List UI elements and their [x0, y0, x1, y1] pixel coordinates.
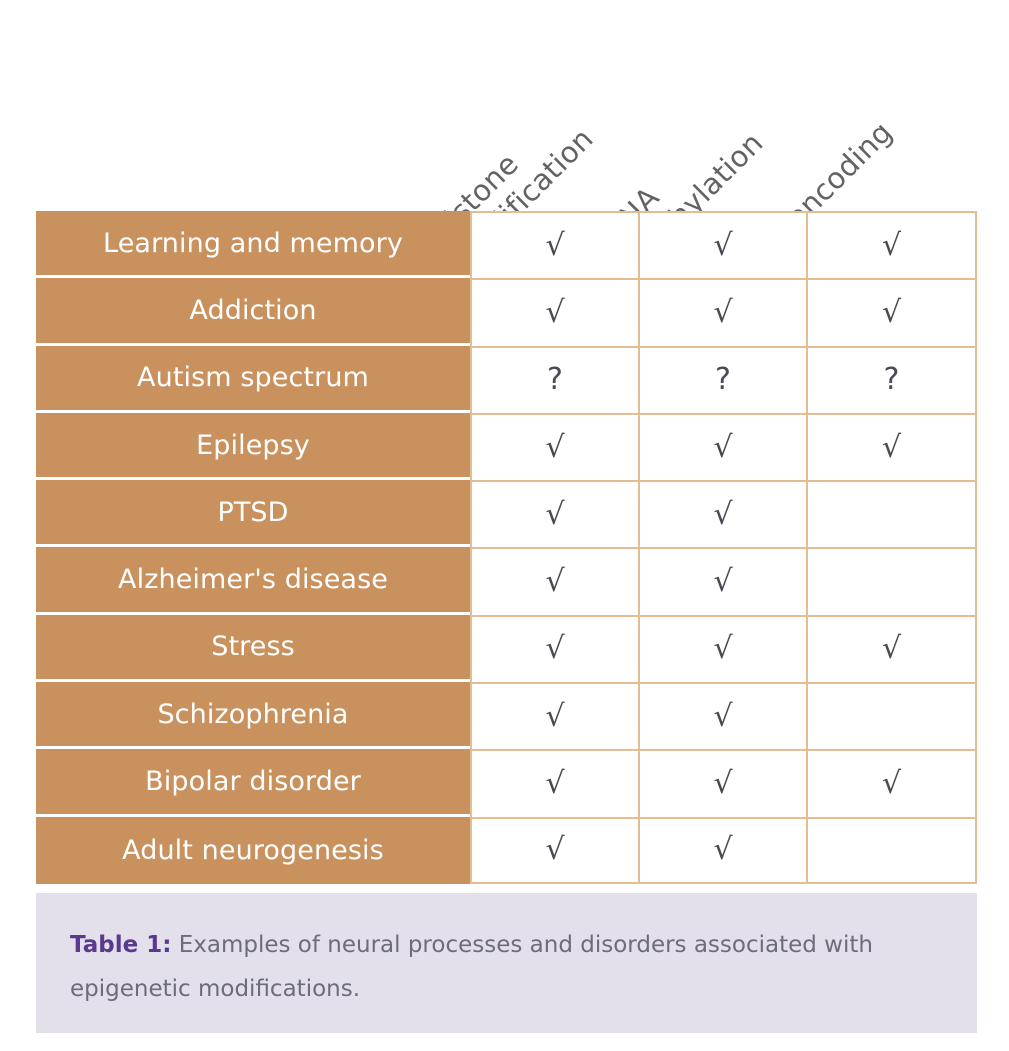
table-cell: √ — [470, 614, 638, 683]
row-label: Adult neurogenesis — [36, 816, 470, 884]
row-label: Addiction — [36, 278, 470, 346]
table-cell: √ — [806, 211, 977, 279]
table-cell: √ — [638, 278, 806, 346]
row-label: Learning and memory — [36, 211, 470, 279]
table-cell: √ — [638, 816, 806, 884]
row-label: Stress — [36, 614, 470, 683]
table-cell: √ — [806, 278, 977, 346]
row-label: Alzheimer's disease — [36, 547, 470, 615]
table-cell: √ — [470, 749, 638, 817]
row-label: Bipolar disorder — [36, 749, 470, 817]
table-cell: √ — [470, 682, 638, 750]
table-cell: √ — [470, 278, 638, 346]
caption-text: Examples of neural processes and disorde… — [70, 932, 873, 1003]
table-cell: √ — [806, 614, 977, 683]
table-cell: √ — [806, 412, 977, 481]
table-cell — [806, 480, 977, 548]
table-cell — [806, 816, 977, 884]
table-cell: √ — [470, 211, 638, 279]
table-cell: √ — [806, 749, 977, 817]
table-cell: ? — [806, 345, 977, 413]
row-label: Epilepsy — [36, 412, 470, 481]
table-cell: √ — [470, 816, 638, 884]
column-headers-band: HistonemodificationDNAmethylationNoncodi… — [0, 0, 1009, 275]
row-label: PTSD — [36, 480, 470, 548]
table-cell: √ — [470, 412, 638, 481]
table-cell: √ — [470, 480, 638, 548]
table-cell: √ — [638, 211, 806, 279]
caption-label: Table 1: — [70, 932, 172, 958]
table-caption: Table 1: Examples of neural processes an… — [36, 893, 977, 1033]
table-cell: ? — [470, 345, 638, 413]
table-cell: √ — [638, 480, 806, 548]
epigenetics-table: Learning and memory √ √ √ Addiction √ √ √ Autism… — [36, 211, 977, 884]
table-cell: √ — [638, 614, 806, 683]
table-cell — [806, 547, 977, 615]
table-cell — [806, 682, 977, 750]
table-cell: ? — [638, 345, 806, 413]
row-label: Schizophrenia — [36, 682, 470, 750]
table-cell: √ — [638, 412, 806, 481]
table-cell: √ — [638, 547, 806, 615]
table-cell: √ — [638, 749, 806, 817]
table-cell: √ — [470, 547, 638, 615]
row-label: Autism spectrum — [36, 345, 470, 413]
table-cell: √ — [638, 682, 806, 750]
